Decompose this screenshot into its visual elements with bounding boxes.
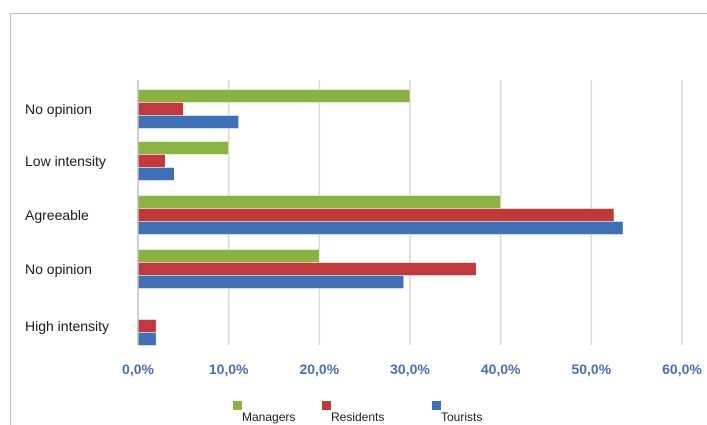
chart-border-left — [10, 13, 11, 425]
category-label: Agreeable — [25, 207, 89, 223]
legend-swatch-tourists — [432, 401, 441, 410]
bar-tourists-3 — [137, 275, 404, 289]
x-tick-label: 60,0% — [662, 361, 702, 377]
category-label: Low intensity — [25, 153, 106, 169]
bar-residents-2 — [137, 208, 615, 222]
bar-tourists-4 — [137, 332, 157, 346]
legend-label-tourists: Tourists — [441, 410, 482, 424]
legend-label-managers: Managers — [242, 410, 295, 424]
legend-label-residents: Residents — [331, 410, 384, 424]
bar-managers-0 — [137, 89, 411, 103]
x-tick-label: 40,0% — [481, 361, 521, 377]
category-label: No opinion — [25, 101, 92, 117]
x-tick-label: 50,0% — [571, 361, 611, 377]
bar-residents-0 — [137, 102, 184, 116]
bar-managers-3 — [137, 249, 320, 263]
bar-tourists-2 — [137, 221, 624, 235]
legend-swatch-managers — [233, 401, 242, 410]
x-tick-label: 10,0% — [209, 361, 249, 377]
category-label: High intensity — [25, 318, 109, 334]
x-tick-label: 0,0% — [122, 361, 154, 377]
legend-swatch-residents — [322, 401, 331, 410]
category-label: No opinion — [25, 261, 92, 277]
bar-managers-2 — [137, 195, 501, 209]
bar-residents-1 — [137, 154, 166, 168]
chart-border-top — [10, 13, 707, 14]
x-tick-label: 30,0% — [390, 361, 430, 377]
x-tick-label: 20,0% — [299, 361, 339, 377]
bar-managers-1 — [137, 141, 229, 155]
bar-tourists-0 — [137, 115, 239, 129]
bar-tourists-1 — [137, 167, 175, 181]
bar-residents-3 — [137, 262, 477, 276]
bar-residents-4 — [137, 319, 157, 333]
